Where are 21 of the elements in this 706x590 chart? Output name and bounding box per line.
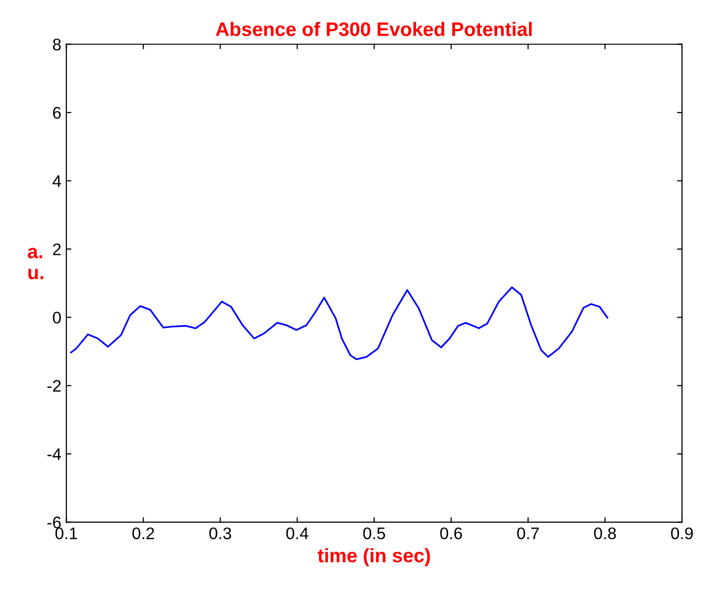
y-axis-title: a. u.: [28, 248, 44, 280]
x-tick-label: 0.5: [363, 527, 386, 540]
y-tick-label: -2: [47, 380, 61, 392]
y-tick-label: -4: [47, 448, 62, 460]
y-tick-label: 2: [53, 243, 61, 256]
x-axis-title: time (in sec): [318, 548, 430, 566]
y-tick-label: -6: [47, 516, 61, 528]
x-tick-label: 0.4: [286, 527, 308, 540]
x-tick-label: 0.6: [440, 527, 462, 540]
x-tick-label: 0.7: [517, 527, 539, 540]
x-tick-label: 0.9: [671, 527, 693, 540]
y-tick-label: 0: [52, 312, 61, 324]
line-series: [70, 286, 608, 360]
x-tick-label: 0.8: [594, 527, 616, 540]
x-tick-label: 0.3: [209, 527, 232, 540]
x-tick-label: 0.1: [55, 527, 78, 540]
y-tick-label: 8: [52, 38, 61, 50]
chart-title: Absence of P300 Evoked Potential: [216, 22, 532, 36]
x-tick-label: 0.2: [132, 527, 154, 540]
y-tick-label: 6: [53, 106, 61, 119]
y-tick-label: 4: [52, 175, 62, 187]
